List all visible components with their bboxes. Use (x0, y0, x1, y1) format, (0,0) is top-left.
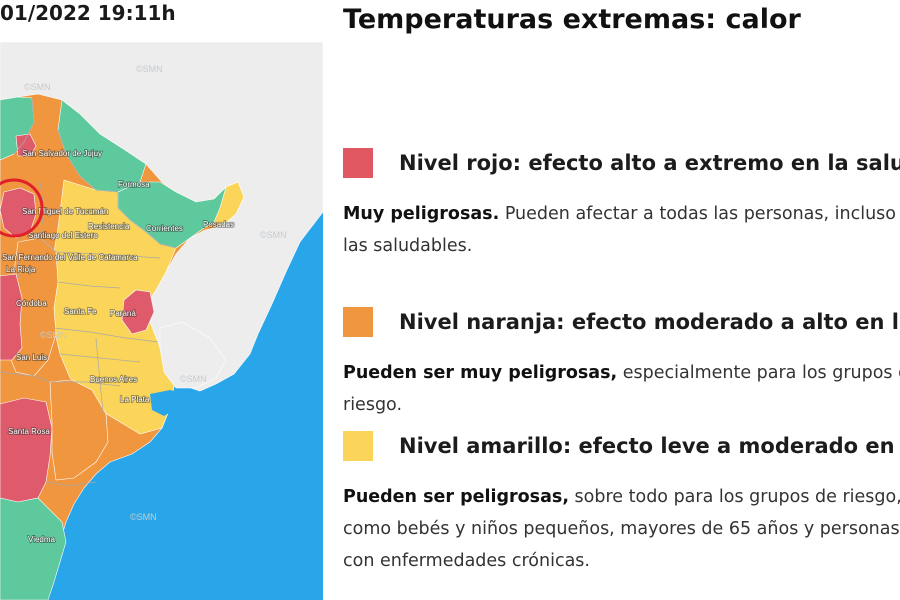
level-yellow-desc-text: sobre todo para los grupos de riesgo, co… (343, 487, 900, 571)
uruguay (159, 321, 227, 389)
swatch-yellow (343, 431, 373, 461)
map-watermark: ©SMN (40, 330, 67, 340)
label-viedma: Viedma (28, 535, 56, 544)
level-red-title: Nivel rojo: efecto alto a extremo en la … (399, 151, 900, 175)
label-sanluis: San Luis (16, 353, 47, 362)
map-watermark: ©SMN (24, 82, 51, 92)
label-formosa: Formosa (118, 180, 150, 189)
swatch-red (343, 148, 373, 178)
province-borders (0, 97, 177, 487)
label-corrientes: Corrientes (146, 224, 183, 233)
timestamp: 01/2022 19:11h (0, 1, 176, 25)
label-buenosaires: Buenos Aires (90, 375, 137, 384)
alert-map[interactable]: ©SMN ©SMN ©SMN ©SMN ©SMN ©SMN San Salvad… (0, 42, 323, 600)
legend-panel: Temperaturas extremas: calor Nivel rojo:… (323, 0, 900, 600)
map-watermark: ©SMN (130, 512, 157, 522)
label-laplata: La Plata (120, 395, 150, 404)
label-santarosa: Santa Rosa (8, 427, 50, 436)
region-yellow-misiones[interactable] (213, 181, 245, 227)
map-watermark: ©SMN (260, 230, 287, 240)
region-red-parana[interactable] (121, 289, 155, 335)
label-resistencia: Resistencia (88, 222, 130, 231)
level-red-description: Muy peligrosas. Pueden afectar a todas l… (343, 198, 900, 262)
level-orange-desc-bold: Pueden ser muy peligrosas, (343, 363, 618, 383)
level-yellow-title: Nivel amarillo: efecto leve a moderado e… (399, 434, 900, 458)
label-parana: Paraná (110, 309, 136, 318)
highlight-circle (0, 178, 44, 238)
rio-de-la-plata (150, 390, 185, 416)
level-yellow: Nivel amarillo: efecto leve a moderado e… (343, 431, 900, 577)
level-orange: Nivel naranja: efecto moderado a alto en… (343, 307, 900, 421)
map-watermark: ©SMN (136, 64, 163, 74)
level-red-desc-text: Pueden afectar a todas las personas, inc… (343, 204, 900, 256)
label-santiago: Santiago del Estero (28, 231, 98, 240)
level-yellow-description: Pueden ser peligrosas, sobre todo para l… (343, 481, 900, 577)
swatch-orange (343, 307, 373, 337)
label-jujuy: San Salvador de Jujuy (22, 149, 102, 158)
region-red-cordoba-west[interactable] (0, 273, 23, 361)
label-posadas: Posadas (203, 220, 234, 229)
label-santafe: Santa Fe (64, 307, 97, 316)
label-rioja: La Rioja (6, 265, 36, 274)
label-catamarca: San Fernando del Valle de Catamarca (2, 253, 138, 262)
level-orange-title: Nivel naranja: efecto moderado a alto en… (399, 310, 900, 334)
panel-title: Temperaturas extremas: calor (343, 4, 801, 35)
level-red-desc-bold: Muy peligrosas. (343, 204, 500, 224)
alert-map-svg[interactable]: ©SMN ©SMN ©SMN ©SMN ©SMN ©SMN San Salvad… (0, 42, 323, 600)
label-tucuman: San Miguel de Tucumán (22, 207, 108, 216)
map-panel: 01/2022 19:11h (0, 0, 323, 600)
label-cordoba: Córdoba (16, 299, 47, 308)
region-orange-buenosaires-west[interactable] (49, 379, 109, 481)
map-watermark: ©SMN (180, 374, 207, 384)
region-green-south[interactable] (0, 497, 67, 600)
level-yellow-desc-bold: Pueden ser peligrosas, (343, 487, 569, 507)
level-orange-desc-text: especialmente para los grupos de riesgo. (343, 363, 900, 415)
level-orange-description: Pueden ser muy peligrosas, especialmente… (343, 357, 900, 421)
level-red: Nivel rojo: efecto alto a extremo en la … (343, 148, 900, 262)
